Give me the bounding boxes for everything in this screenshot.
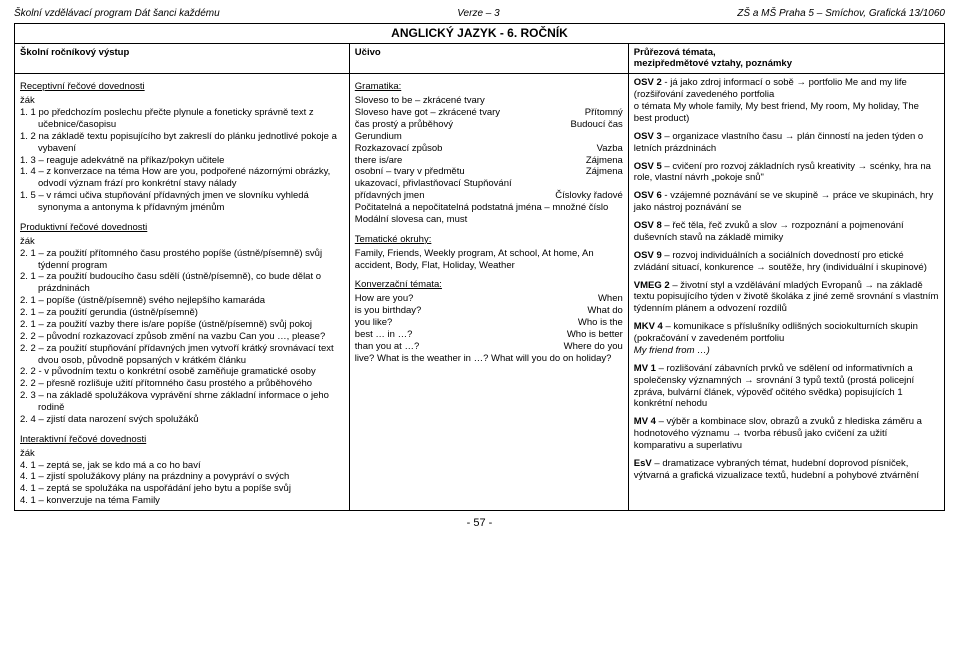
gram-line: ukazovací, přivlastňovací Stupňování — [355, 178, 623, 190]
gram-l: there is/are — [355, 155, 403, 167]
col-header-1: Školní ročníkový výstup — [15, 43, 350, 74]
gram-line: Modální slovesa can, must — [355, 214, 623, 226]
productive-heading: Produktivní řečové dovednosti — [20, 222, 344, 234]
item: 4. 1 – zjistí spolužákovy plány na prázd… — [20, 471, 344, 483]
page-number: - 57 - — [14, 517, 945, 531]
item: 1. 5 – v rámci učiva stupňování přídavný… — [20, 190, 344, 214]
gram-l: Sloveso have got – zkrácené tvary — [355, 107, 500, 119]
mv4: MV 4 – výběr a kombinace slov, obrazů a … — [634, 416, 939, 452]
gram-r: Zájmena — [586, 166, 623, 178]
page-title: ANGLICKÝ JAZYK - 6. ROČNÍK — [14, 23, 945, 43]
item: 2. 1 – za použití gerundia (ústně/písemn… — [20, 307, 344, 319]
conv-l: you like? — [355, 317, 393, 329]
item: 2. 2 - v původním textu o konkrétní osob… — [20, 366, 344, 378]
gram-r: Vazba — [597, 143, 623, 155]
item: 4. 1 – konverzuje na téma Family — [20, 495, 344, 507]
gram-l: Rozkazovací způsob — [355, 143, 443, 155]
gram-r: Přítomný — [585, 107, 623, 119]
topics-line: Family, Friends, Weekly program, At scho… — [355, 248, 623, 272]
zak-label: žák — [20, 236, 344, 248]
item: 4. 1 – zeptá se, jak se kdo má a co ho b… — [20, 460, 344, 472]
osv-text: o témata My whole family, My best friend… — [634, 101, 919, 124]
conv-r: When — [598, 293, 623, 305]
conv-l: best … in …? — [355, 329, 413, 341]
zak-label: žák — [20, 95, 344, 107]
gram-r: Zájmena — [586, 155, 623, 167]
header-right: ZŠ a MŠ Praha 5 – Smíchov, Grafická 13/1… — [737, 8, 945, 21]
conv-l: than you at …? — [355, 341, 419, 353]
item: 2. 2 – původní rozkazovací způsob změní … — [20, 331, 344, 343]
mkv-text: MKV 4 – komunikace s příslušníky odlišný… — [634, 321, 918, 344]
item: 2. 2 – za použití stupňování přídavných … — [20, 343, 344, 367]
item: 2. 1 – za použití přítomného času prosté… — [20, 248, 344, 272]
col-header-2: Učivo — [349, 43, 628, 74]
mkv-text: My friend from …) — [634, 345, 710, 356]
conv-l: is you birthday? — [355, 305, 422, 317]
header-center: Verze – 3 — [457, 8, 499, 21]
gram-l: osobní – tvary v předmětu — [355, 166, 465, 178]
conv-line: live? What is the weather in …? What wil… — [355, 353, 623, 365]
esv: EsV – dramatizace vybraných témat, hudeb… — [634, 458, 939, 482]
item: 4. 1 – zeptá se spolužáka na uspořádání … — [20, 483, 344, 495]
interactive-heading: Interaktivní řečové dovednosti — [20, 434, 344, 446]
conv-r: What do — [587, 305, 622, 317]
zak-label: žák — [20, 448, 344, 460]
vmeg2: VMEG 2 – životní styl a vzdělávání mladý… — [634, 280, 939, 316]
header-left: Školní vzdělávací program Dát šanci každ… — [14, 8, 220, 21]
gram-l: čas prostý a průběhový — [355, 119, 453, 131]
gram-line: Počitatelná a nepočitatelná podstatná jm… — [355, 202, 623, 214]
mv1: MV 1 – rozlišování zábavních prvků ve sd… — [634, 363, 939, 411]
col3-body: OSV 2 - já jako zdroj informací o sobě →… — [628, 74, 944, 511]
osv3: OSV 3 – organizace vlastního času → plán… — [634, 131, 939, 155]
item: 2. 4 – zjistí data narození svých spoluž… — [20, 414, 344, 426]
topics-heading: Tematické okruhy: — [355, 234, 623, 246]
osv2: OSV 2 - já jako zdroj informací o sobě →… — [634, 77, 939, 125]
conv-l: How are you? — [355, 293, 414, 305]
gram-r: Budoucí čas — [571, 119, 623, 131]
item: 2. 1 – popíše (ústně/písemně) svého nejl… — [20, 295, 344, 307]
item: 1. 2 na základě textu popisujícího byt z… — [20, 131, 344, 155]
item: 2. 2 – přesně rozlišuje užití přítomného… — [20, 378, 344, 390]
col1-body: Receptivní řečové dovednosti žák 1. 1 po… — [15, 74, 350, 511]
osv6: OSV 6 - vzájemné poznávání se ve skupině… — [634, 190, 939, 214]
gram-line: Gerundium — [355, 131, 623, 143]
col2-body: Gramatika: Sloveso to be – zkrácené tvar… — [349, 74, 628, 511]
osv5: OSV 5 – cvičení pro rozvoj základních ry… — [634, 161, 939, 185]
curriculum-table: Školní ročníkový výstup Učivo Průřezová … — [14, 43, 945, 512]
gram-l: přídavných jmen — [355, 190, 425, 202]
conv-r: Where do you — [564, 341, 623, 353]
conv-r: Who is the — [578, 317, 623, 329]
item: 1. 3 – reaguje adekvátně na příkaz/pokyn… — [20, 155, 344, 167]
grammar-heading: Gramatika: — [355, 81, 623, 93]
conv-r: Who is better — [567, 329, 623, 341]
osv8: OSV 8 – řeč těla, řeč zvuků a slov → roz… — [634, 220, 939, 244]
item: 2. 1 – za použití budoucího času sdělí (… — [20, 271, 344, 295]
col-header-3: Průřezová témata, mezipředmětové vztahy,… — [628, 43, 944, 74]
receptive-heading: Receptivní řečové dovednosti — [20, 81, 344, 93]
gram-line: Sloveso to be – zkrácené tvary — [355, 95, 623, 107]
item: 1. 1 po předchozím poslechu přečte plynu… — [20, 107, 344, 131]
item: 2. 1 – za použití vazby there is/are pop… — [20, 319, 344, 331]
osv9: OSV 9 – rozvoj individuálních a sociální… — [634, 250, 939, 274]
conversation-heading: Konverzační témata: — [355, 279, 623, 291]
gram-r: Číslovky řadové — [555, 190, 623, 202]
osv-text: OSV 2 - já jako zdroj informací o sobě →… — [634, 77, 907, 100]
item: 2. 3 – na základě spolužákova vyprávění … — [20, 390, 344, 414]
mkv4: MKV 4 – komunikace s příslušníky odlišný… — [634, 321, 939, 357]
item: 1. 4 – z konverzace na téma How are you,… — [20, 166, 344, 190]
